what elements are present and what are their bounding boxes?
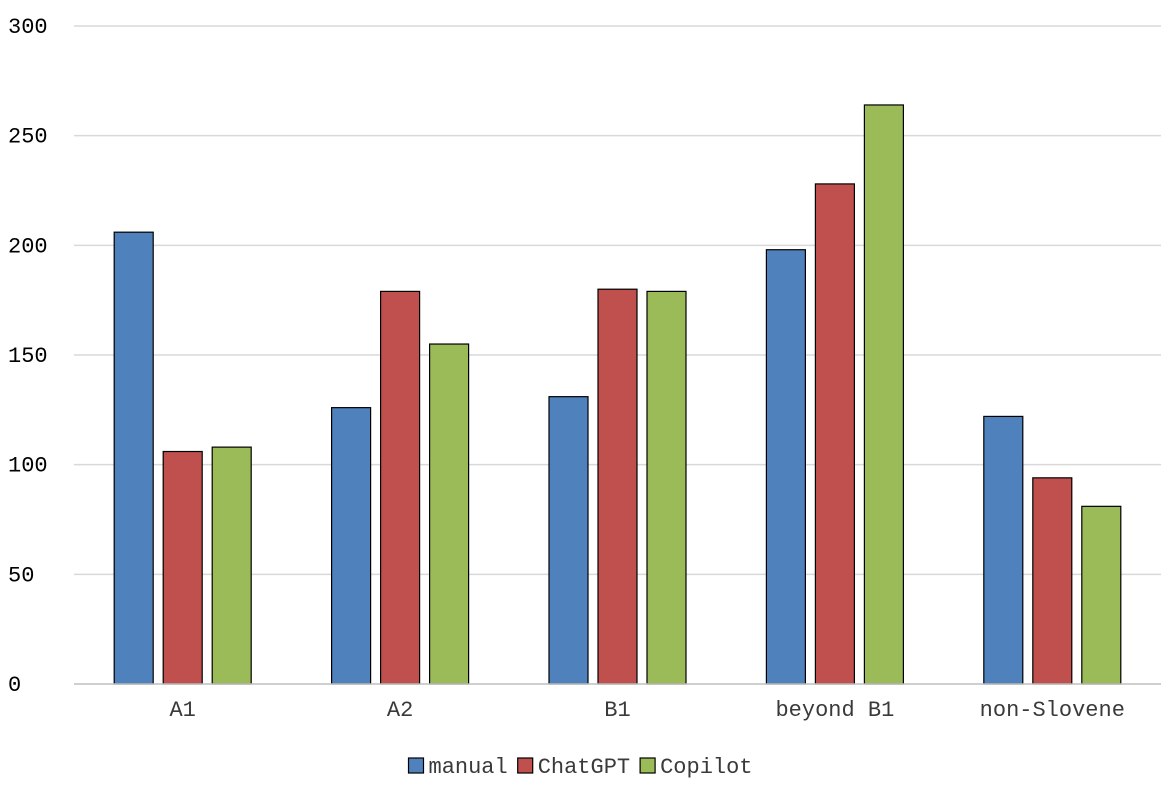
y-tick-label: 150 — [8, 344, 48, 369]
bar-chatgpt-b1 — [597, 288, 638, 685]
legend: manual ChatGPT Copilot — [407, 755, 753, 780]
bar-chatgpt-a2 — [380, 290, 421, 685]
y-tick-label: 100 — [8, 454, 48, 479]
y-axis-ticks: 0 50 100 150 200 250 300 — [8, 15, 48, 698]
y-tick-label: 50 — [8, 563, 34, 588]
bar-manual-b1 — [548, 396, 589, 685]
x-tick-label: A1 — [169, 698, 195, 723]
bar-manual-non-slovene — [983, 415, 1024, 685]
legend-swatch-chatgpt — [517, 757, 534, 774]
bars — [113, 104, 1122, 685]
x-tick-label: non-Slovene — [980, 698, 1125, 723]
y-tick-label: 200 — [8, 234, 48, 259]
x-axis-ticks: A1 A2 B1 beyond B1 non-Slovene — [169, 698, 1124, 723]
x-tick-label: A2 — [387, 698, 413, 723]
bar-manual-beyond-b1 — [765, 249, 807, 685]
bar-copilot-non-slovene — [1081, 505, 1122, 685]
bar-copilot-a2 — [429, 343, 470, 685]
bar-chatgpt-a1 — [162, 450, 203, 685]
bar-manual-a1 — [113, 231, 154, 685]
bar-copilot-beyond-b1 — [863, 104, 905, 685]
y-tick-label: 300 — [8, 15, 48, 40]
legend-swatch-manual — [407, 757, 425, 774]
y-tick-label: 0 — [8, 673, 21, 698]
bar-copilot-a1 — [211, 446, 252, 685]
legend-label-chatgpt: ChatGPT — [538, 755, 630, 780]
legend-label-manual: manual — [429, 755, 508, 780]
legend-label-copilot: Copilot — [660, 755, 752, 780]
bar-chatgpt-non-slovene — [1032, 477, 1073, 685]
x-tick-label: B1 — [604, 698, 630, 723]
bar-manual-a2 — [331, 407, 372, 685]
bar-chatgpt-beyond-b1 — [814, 183, 856, 685]
legend-swatch-copilot — [639, 757, 656, 774]
y-tick-label: 250 — [8, 125, 48, 150]
x-tick-label: beyond B1 — [775, 698, 894, 723]
bar-copilot-b1 — [646, 290, 687, 685]
